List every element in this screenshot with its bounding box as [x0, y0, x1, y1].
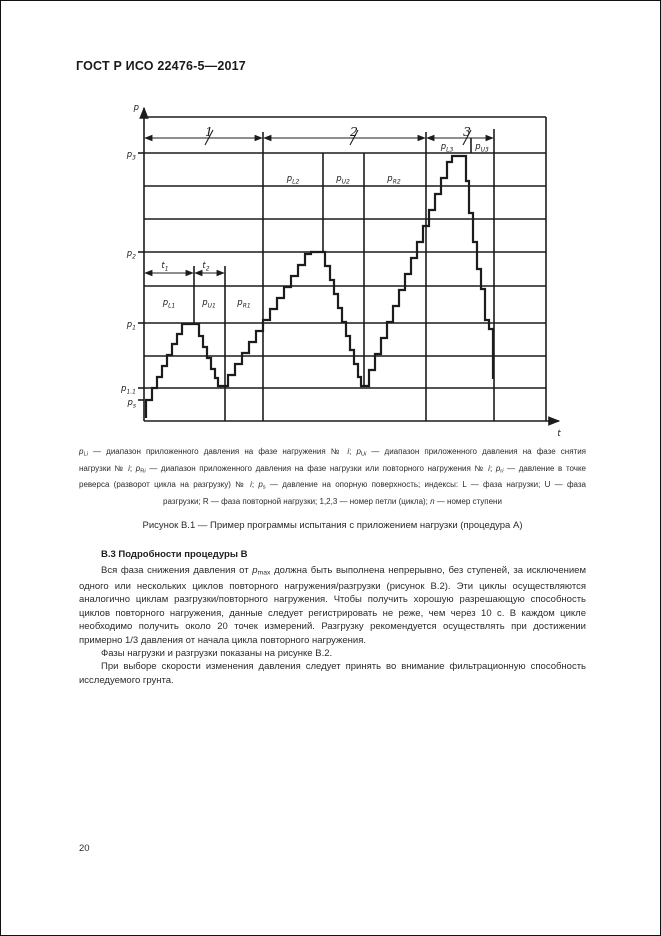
figure-b1-diagram: p t p3 p2 p1 p1.1 ps 1 2 3 t1 t2 pL1 pU1… [120, 103, 562, 439]
label-pU1: pU1 [201, 298, 216, 310]
loop-number-labels: 1 2 3 [205, 124, 471, 139]
x-axis-label: t [557, 429, 561, 439]
label-pR1: pR1 [236, 298, 250, 310]
paragraph: Вся фаза снижения давления от pmax должн… [79, 565, 586, 646]
figure-legend: pLi — диапазон приложенного давления на … [79, 445, 586, 509]
label-pL1: pL1 [162, 298, 176, 310]
pressure-time-curve [144, 154, 495, 418]
t2-label: t2 [202, 261, 209, 273]
label-pU3: pU3 [474, 142, 489, 154]
tick-p1-1: p1.1 [120, 384, 136, 396]
paragraph: При выборе скорости изменения давления с… [79, 661, 586, 686]
axis-labels: p t [133, 103, 562, 439]
time-interval-labels: t1 t2 [161, 261, 209, 273]
tick-p2: p2 [126, 249, 136, 261]
legend-line: реверса (разворот цикла на разгрузку) № … [79, 480, 586, 491]
grid-lines [138, 116, 547, 421]
label-pL2: pL2 [286, 174, 300, 186]
loop-2-label: 2 [349, 124, 358, 139]
dimension-lines [144, 129, 494, 277]
paragraph: Фазы нагрузки и разгрузки показаны на ри… [101, 647, 333, 659]
legend-line: нагрузки № i; pRi — диапазон приложенног… [79, 463, 586, 475]
standard-designation: ГОСТ Р ИСО 22476-5—2017 [76, 59, 246, 73]
body-text: Вся фаза снижения давления от pmax должн… [79, 564, 586, 687]
label-pU2: pU2 [335, 174, 350, 186]
tick-ps: ps [126, 398, 136, 410]
figure-title: Рисунок В.1 — Пример программы испытания… [142, 520, 523, 531]
loop-3-label: 3 [463, 124, 471, 139]
legend-line: pLi — диапазон приложенного давления на … [79, 447, 586, 458]
label-pL3: pL3 [440, 142, 454, 154]
phase-range-labels: pL1 pU1 pR1 pL2 pU2 pR2 pL3 pU3 [162, 142, 489, 310]
tick-p1: p1 [126, 320, 136, 332]
y-axis-label: p [133, 103, 139, 113]
label-pR2: pR2 [386, 174, 401, 186]
axes [139, 106, 561, 426]
loop-1-label: 1 [205, 124, 213, 139]
legend-line: разгрузки; R — фаза повторной нагрузки; … [163, 496, 502, 506]
page-number: 20 [79, 843, 90, 854]
tick-p3: p3 [126, 150, 136, 162]
section-heading: В.3 Подробности процедуры В [101, 549, 248, 560]
t1-label: t1 [161, 261, 168, 273]
y-tick-labels: p3 p2 p1 p1.1 ps [120, 150, 136, 410]
